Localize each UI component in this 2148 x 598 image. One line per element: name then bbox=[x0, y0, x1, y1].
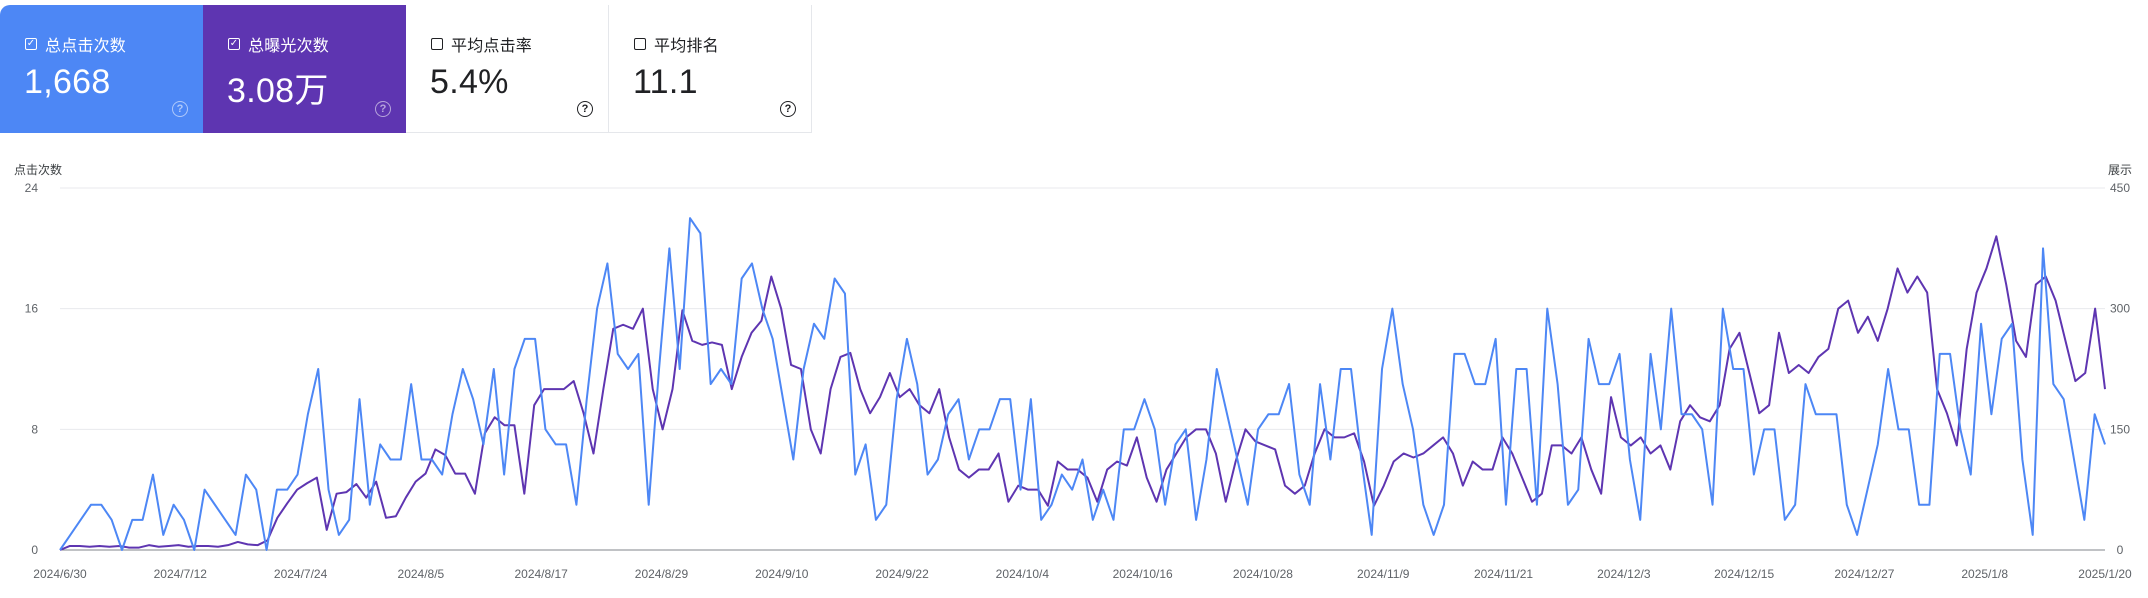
total-clicks-title: 总点击次数 bbox=[45, 38, 127, 55]
y-right-tick-label: 300 bbox=[2110, 302, 2130, 316]
x-tick-label: 2024/10/4 bbox=[996, 567, 1050, 581]
x-tick-label: 2024/12/27 bbox=[1834, 567, 1894, 581]
x-tick-label: 2024/11/9 bbox=[1357, 567, 1410, 581]
y-right-axis: 展示 0 150 300 450 bbox=[2108, 163, 2132, 557]
average-position-value: 11.1 bbox=[633, 63, 698, 101]
x-tick-label: 2025/1/20 bbox=[2078, 567, 2132, 581]
help-icon[interactable]: ? bbox=[375, 101, 391, 117]
y-right-tick-label: 450 bbox=[2110, 181, 2130, 195]
help-icon[interactable]: ? bbox=[780, 101, 796, 117]
average-position-card[interactable]: 平均排名 11.1 ? bbox=[609, 5, 812, 133]
help-icon[interactable]: ? bbox=[172, 101, 188, 117]
total-clicks-card[interactable]: ✓ 总点击次数 1,668 ? bbox=[0, 5, 203, 133]
x-tick-label: 2024/12/3 bbox=[1597, 567, 1651, 581]
y-left-tick-label: 16 bbox=[25, 302, 39, 316]
average-ctr-card[interactable]: 平均点击率 5.4% ? bbox=[406, 5, 609, 133]
x-tick-label: 2024/11/21 bbox=[1474, 567, 1533, 581]
y-left-axis-title: 点击次数 bbox=[14, 162, 62, 177]
average-ctr-value: 5.4% bbox=[430, 63, 509, 101]
chart-series bbox=[59, 217, 2106, 551]
average-position-checkbox[interactable] bbox=[634, 38, 646, 50]
total-clicks-checkbox[interactable]: ✓ bbox=[25, 38, 37, 50]
series-line-impressions bbox=[59, 235, 2106, 551]
total-clicks-value: 1,668 bbox=[24, 63, 111, 101]
x-tick-label: 2024/8/29 bbox=[635, 567, 689, 581]
y-left-tick-label: 0 bbox=[31, 543, 38, 557]
x-tick-label: 2024/8/17 bbox=[514, 567, 568, 581]
y-left-tick-label: 8 bbox=[31, 422, 38, 436]
x-tick-label: 2024/6/30 bbox=[33, 567, 87, 581]
y-right-tick-label: 150 bbox=[2110, 422, 2130, 436]
total-impressions-checkbox[interactable]: ✓ bbox=[228, 38, 240, 50]
average-ctr-checkbox[interactable] bbox=[431, 38, 443, 50]
x-tick-label: 2024/12/15 bbox=[1714, 567, 1774, 581]
x-tick-label: 2024/7/24 bbox=[274, 567, 328, 581]
y-left-tick-label: 24 bbox=[25, 181, 39, 195]
x-tick-label: 2024/7/12 bbox=[154, 567, 208, 581]
metric-cards: ✓ 总点击次数 1,668 ? ✓ 总曝光次数 3.08万 ? 平均点击率 5.… bbox=[0, 5, 812, 133]
y-left-axis: 点击次数 0 8 16 24 bbox=[14, 162, 62, 557]
y-right-axis-title: 展示 bbox=[2108, 163, 2132, 177]
total-impressions-title: 总曝光次数 bbox=[248, 38, 330, 55]
help-icon[interactable]: ? bbox=[577, 101, 593, 117]
x-tick-label: 2025/1/8 bbox=[1961, 567, 2008, 581]
x-axis: 2024/6/30 2024/7/12 2024/7/24 2024/8/5 2024/… bbox=[33, 567, 2132, 581]
average-ctr-title: 平均点击率 bbox=[451, 38, 533, 55]
x-tick-label: 2024/10/16 bbox=[1113, 567, 1173, 581]
performance-chart: 点击次数 0 8 16 24 展示 0 150 300 450 2024/6/30 2024/7/… bbox=[14, 162, 2132, 581]
y-right-tick-label: 0 bbox=[2117, 543, 2124, 557]
average-position-title: 平均排名 bbox=[654, 38, 719, 55]
total-impressions-card[interactable]: ✓ 总曝光次数 3.08万 ? bbox=[203, 5, 406, 133]
x-tick-label: 2024/9/22 bbox=[875, 567, 929, 581]
x-tick-label: 2024/10/28 bbox=[1233, 567, 1293, 581]
x-tick-label: 2024/9/10 bbox=[755, 567, 809, 581]
x-tick-label: 2024/8/5 bbox=[398, 567, 445, 581]
series-line-clicks bbox=[59, 217, 2106, 551]
total-impressions-value: 3.08万 bbox=[227, 72, 329, 110]
